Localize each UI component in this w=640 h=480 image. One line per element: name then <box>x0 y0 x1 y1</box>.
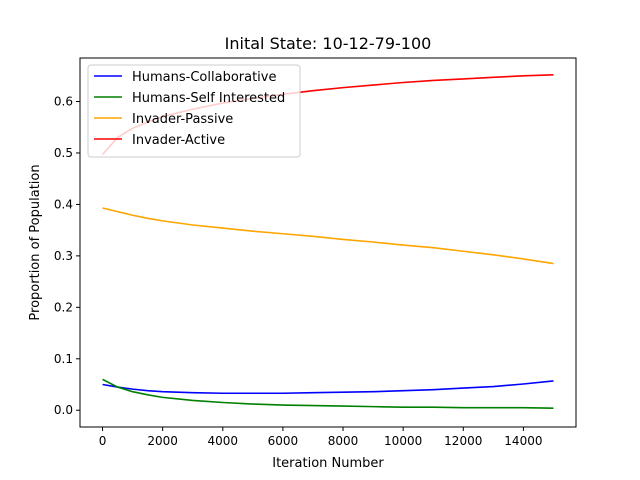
axis-ticks: 0 2000 4000 6000 8000 10000 12000 14000 0.0 0.1 0.… <box>54 95 543 448</box>
x-tick-label: 10000 <box>384 434 422 448</box>
y-tick-label: 0.2 <box>54 300 73 314</box>
y-tick-label: 0.4 <box>54 197 73 211</box>
y-tick-label: 0.1 <box>54 352 73 366</box>
x-tick-label: 12000 <box>444 434 482 448</box>
x-tick-label: 0 <box>99 434 107 448</box>
series-line-invader-passive <box>102 207 554 265</box>
series-line-humans-self-interested <box>102 378 554 409</box>
legend-box <box>87 64 301 158</box>
y-tick-label: 0.3 <box>54 249 73 263</box>
x-tick-label: 4000 <box>208 434 239 448</box>
x-tick-label: 6000 <box>268 434 299 448</box>
legend-label-humans-collaborative: Humans-Collaborative <box>132 70 277 85</box>
y-tick-label: 0.6 <box>54 95 73 109</box>
y-axis-label: Proportion of Population <box>28 164 43 320</box>
legend-label-invader-passive: Invader-Passive <box>132 112 233 127</box>
x-tick-label: 8000 <box>328 434 359 448</box>
y-tick-label: 0.5 <box>54 146 73 160</box>
x-tick-label: 14000 <box>504 434 542 448</box>
legend-label-humans-self-interested: Humans-Self Interested <box>132 91 285 106</box>
x-axis-label: Iteration Number <box>272 456 384 471</box>
chart-title: Inital State: 10-12-79-100 <box>225 34 432 53</box>
x-tick-label: 2000 <box>147 434 178 448</box>
plot-frame <box>79 57 577 428</box>
y-tick-label: 0.0 <box>54 403 73 417</box>
legend-label-invader-active: Invader-Active <box>132 133 225 148</box>
series-line-humans-collaborative <box>102 380 554 395</box>
legend: Humans-Collaborative Humans-Self Interest… <box>87 64 301 158</box>
